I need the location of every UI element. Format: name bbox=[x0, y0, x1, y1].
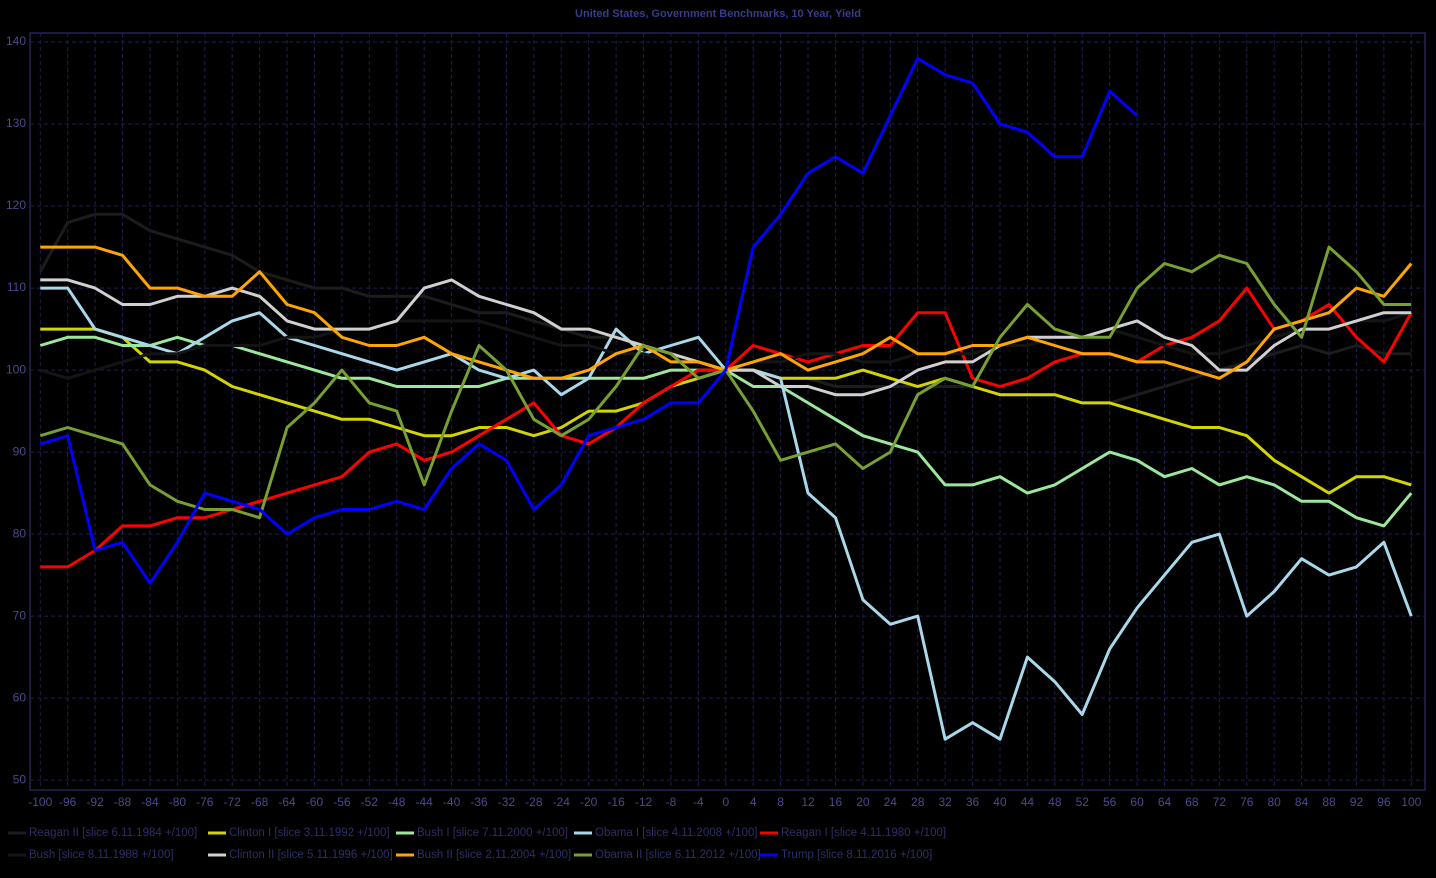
x-tick-label: -4 bbox=[693, 795, 704, 809]
x-tick-label: 60 bbox=[1130, 795, 1144, 809]
y-tick-label: 140 bbox=[6, 34, 26, 48]
legend-text: Bush [slice 8.11.1988 +/100] bbox=[29, 849, 174, 861]
y-tick-label: 50 bbox=[13, 772, 27, 786]
x-tick-label: 64 bbox=[1158, 795, 1172, 809]
x-tick-label: 96 bbox=[1377, 795, 1391, 809]
x-tick-label: -52 bbox=[361, 795, 379, 809]
x-tick-label: -72 bbox=[224, 795, 242, 809]
series-line bbox=[39, 56, 1139, 585]
x-tick-label: -76 bbox=[196, 795, 214, 809]
chart-title: United States, Government Benchmarks, 10… bbox=[575, 8, 861, 20]
y-tick-label: 100 bbox=[6, 362, 26, 376]
x-tick-label: 80 bbox=[1268, 795, 1282, 809]
x-tick-label: 56 bbox=[1103, 795, 1117, 809]
x-tick-label: 0 bbox=[722, 795, 729, 809]
x-tick-label: 20 bbox=[856, 795, 870, 809]
x-tick-label: -84 bbox=[141, 795, 159, 809]
legend-text: Reagan II [slice 6.11.1984 +/100] bbox=[29, 827, 197, 839]
x-tick-label: -56 bbox=[333, 795, 351, 809]
legend-text: Obama II [slice 6.11.2012 +/100] bbox=[595, 849, 761, 861]
x-tick-label: -88 bbox=[114, 795, 132, 809]
x-tick-label: -16 bbox=[607, 795, 625, 809]
x-tick-label: 24 bbox=[884, 795, 898, 809]
legend-text: Reagan I [slice 4.11.1980 +/100] bbox=[781, 827, 946, 839]
x-tick-label: 92 bbox=[1350, 795, 1364, 809]
y-tick-label: 110 bbox=[7, 280, 26, 294]
legend-text: Bush II [slice 2.11.2004 +/100] bbox=[417, 849, 571, 861]
y-tick-label: 60 bbox=[13, 690, 27, 704]
x-tick-label: 12 bbox=[801, 795, 815, 809]
x-tick-label: -12 bbox=[635, 795, 653, 809]
x-tick-label: -92 bbox=[86, 795, 104, 809]
x-tick-label: 76 bbox=[1240, 795, 1254, 809]
x-tick-label: -96 bbox=[59, 795, 77, 809]
x-tick-label: -68 bbox=[251, 795, 269, 809]
x-tick-label: -36 bbox=[470, 795, 488, 809]
x-tick-label: -60 bbox=[306, 795, 324, 809]
x-tick-label: 4 bbox=[750, 795, 757, 809]
x-tick-label: -32 bbox=[498, 795, 516, 809]
x-tick-label: -100 bbox=[28, 795, 52, 809]
x-tick-label: -80 bbox=[169, 795, 187, 809]
x-tick-label: 52 bbox=[1076, 795, 1090, 809]
x-tick-label: 32 bbox=[938, 795, 952, 809]
x-tick-label: 100 bbox=[1401, 795, 1421, 809]
legend-text: Trump [slice 8.11.2016 +/100] bbox=[781, 849, 932, 861]
legend-text: Bush I [slice 7.11.2000 +/100] bbox=[417, 827, 568, 839]
y-tick-label: 130 bbox=[6, 116, 26, 130]
x-tick-label: 28 bbox=[911, 795, 925, 809]
x-tick-label: 36 bbox=[966, 795, 980, 809]
x-tick-label: 72 bbox=[1213, 795, 1227, 809]
legend-text: Clinton II [slice 5.11.1996 +/100] bbox=[229, 849, 393, 861]
x-tick-label: -40 bbox=[443, 795, 461, 809]
x-tick-label: -48 bbox=[388, 795, 406, 809]
legend-text: Clinton I [slice 3.11.1992 +/100] bbox=[229, 827, 390, 839]
plot-frame bbox=[29, 32, 1426, 791]
y-tick-label: 80 bbox=[13, 526, 27, 540]
x-tick-label: -64 bbox=[278, 795, 296, 809]
y-tick-label: 90 bbox=[13, 444, 27, 458]
x-tick-label: 48 bbox=[1048, 795, 1062, 809]
x-tick-label: -28 bbox=[525, 795, 543, 809]
x-tick-label: -44 bbox=[415, 795, 433, 809]
x-tick-label: -20 bbox=[580, 795, 598, 809]
x-tick-label: 40 bbox=[993, 795, 1007, 809]
x-tick-label: -24 bbox=[553, 795, 571, 809]
y-tick-label: 120 bbox=[6, 198, 26, 212]
x-tick-label: 8 bbox=[777, 795, 784, 809]
x-tick-label: 88 bbox=[1322, 795, 1336, 809]
x-tick-label: -8 bbox=[666, 795, 677, 809]
x-tick-label: 84 bbox=[1295, 795, 1309, 809]
legend-text: Obama I [slice 4.11.2008 +/100] bbox=[595, 827, 758, 839]
x-tick-label: 16 bbox=[829, 795, 843, 809]
x-tick-label: 68 bbox=[1185, 795, 1199, 809]
x-tick-label: 44 bbox=[1021, 795, 1035, 809]
y-tick-label: 70 bbox=[13, 608, 27, 622]
